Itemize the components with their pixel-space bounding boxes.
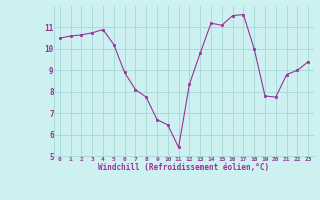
X-axis label: Windchill (Refroidissement éolien,°C): Windchill (Refroidissement éolien,°C) bbox=[99, 163, 269, 172]
